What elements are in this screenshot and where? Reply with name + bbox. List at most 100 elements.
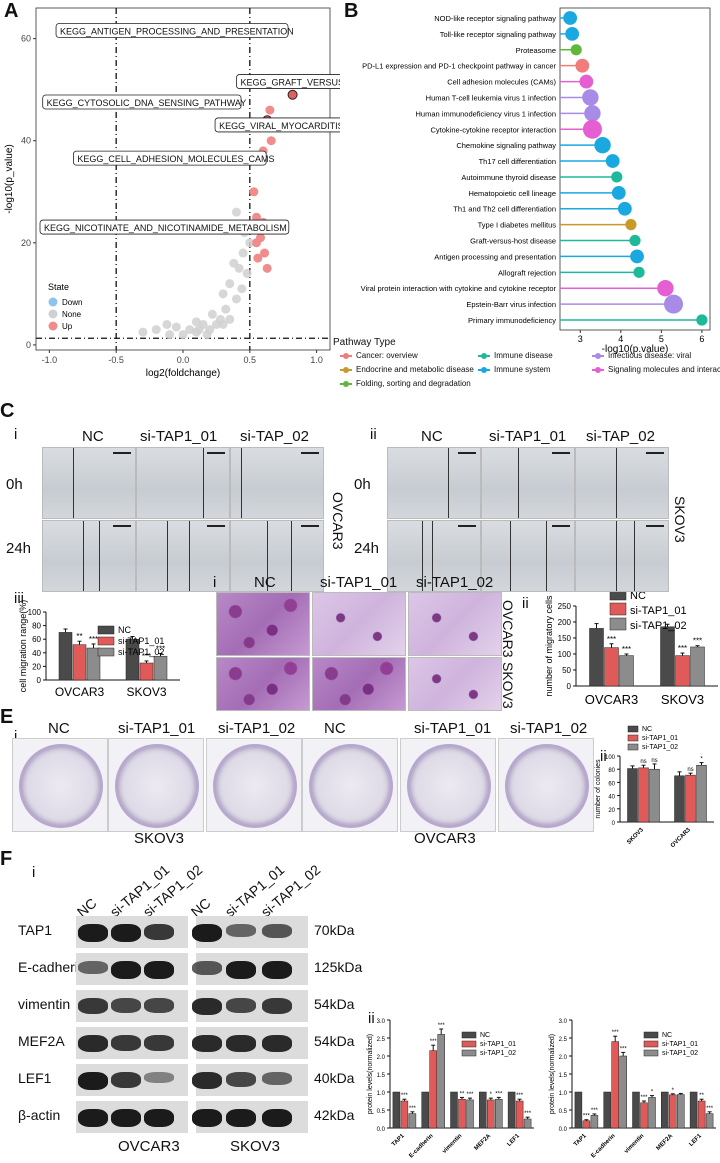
pathway-legend-item: Signaling molecules and interaction <box>592 365 720 374</box>
transwell-image-skov3-si02 <box>408 657 502 711</box>
x-tick-label: 4 <box>618 334 623 344</box>
y-tick-label: 200 <box>558 618 572 627</box>
panel-label-c: C <box>0 400 15 422</box>
bar <box>582 1120 591 1129</box>
significance-label: *** <box>612 1030 620 1036</box>
point-up <box>249 187 259 197</box>
y-axis-label: number of colonies <box>595 759 602 819</box>
blot-band <box>111 998 141 1013</box>
category-label: Human immunodeficiency virus 1 infection <box>416 109 556 118</box>
lollipop-head <box>579 74 594 89</box>
legend-label: si-TAP1_02 <box>642 744 678 751</box>
point-none <box>242 268 252 278</box>
bar <box>589 628 604 687</box>
colony-dish-skov3-si02 <box>213 744 297 828</box>
d-header-si02: si-TAP1_02 <box>416 574 494 591</box>
category-label: Human T-cell leukemia virus 1 infection <box>426 93 556 102</box>
category-label: OVCAR3 <box>55 685 105 699</box>
pathway-legend-swatch <box>478 352 490 359</box>
category-label: SKOV3 <box>661 692 704 707</box>
bar <box>690 646 705 687</box>
significance-label: ** <box>76 632 82 641</box>
y-axis-label: number of migratory cells <box>544 595 554 697</box>
c-i-header-si02: si-TAP_02 <box>240 428 309 445</box>
blot-band <box>262 961 292 979</box>
y-tick-label: 2.5 <box>559 1037 568 1043</box>
bar <box>604 647 619 687</box>
category-label: Proteasome <box>516 46 556 55</box>
c-i-row-0h: 0h <box>6 476 23 493</box>
legend-label: si-TAP1_01 <box>630 605 687 617</box>
point-none <box>194 325 204 335</box>
category-label: Epstein-Barr virus infection <box>466 300 556 309</box>
significance-label: *** <box>693 637 702 646</box>
bar <box>429 1050 437 1129</box>
category-label: Cell adhesion molecules (CAMs) <box>447 78 556 87</box>
y-tick-label: 20 <box>608 808 615 814</box>
y-tick-label: 100 <box>558 650 572 659</box>
significance-label: *** <box>620 1046 628 1052</box>
legend-label: si-TAP1_02 <box>118 647 164 657</box>
pathway-legend-label: Immune disease <box>494 351 553 360</box>
lollipop-frame <box>559 7 711 331</box>
point-none <box>162 319 172 329</box>
annotation-label: KEGG_CELL_ADHESION_MOLECULES_CAMS <box>77 154 274 164</box>
volcano-frame <box>35 7 331 351</box>
annotation-label: KEGG_ANTIGEN_PROCESSING_AND_PRESENTATION <box>60 27 294 37</box>
f-cell-ovcar3: OVCAR3 <box>118 1138 180 1155</box>
category-label: SKOV3 <box>126 685 166 699</box>
lollipop-head <box>565 26 580 41</box>
category-label: Th17 cell differentiation <box>479 157 556 166</box>
category-label: SKOV3 <box>626 827 645 846</box>
y-tick-label: 40 <box>21 136 31 146</box>
significance-label: *** <box>516 1093 524 1099</box>
e-header-4: NC <box>324 720 346 737</box>
blot-band <box>262 998 292 1014</box>
wound-image-skov3-nc-24h <box>387 520 481 592</box>
bar <box>515 1100 524 1129</box>
legend-swatch <box>643 1040 659 1048</box>
pathway-legend-swatch <box>340 352 352 359</box>
significance-label: * <box>490 1092 493 1098</box>
bar <box>661 1091 669 1129</box>
legend-swatch <box>48 297 58 307</box>
y-tick-label: 40 <box>32 649 41 658</box>
blot-band <box>78 1072 108 1090</box>
pathway-legend-item: Endocrine and metabolic disease <box>340 365 474 374</box>
x-tick-label: -1.0 <box>42 355 58 365</box>
annotation-label: KEGG_CYTOSOLIC_DNA_SENSING_PATHWAY <box>47 98 247 108</box>
wound-image-skov3-si02-0h <box>575 447 669 519</box>
blot-band <box>111 924 141 942</box>
wound-image-ovcar3-si01-24h <box>136 520 230 592</box>
blot-band <box>226 924 256 937</box>
category-label: E-cadherin <box>590 1133 616 1159</box>
panel-e-ii: ii <box>600 748 607 765</box>
blot-weight-label: 70kDa <box>314 922 355 938</box>
lollipop-head <box>617 201 632 216</box>
blot-band <box>192 1035 222 1052</box>
category-label: Toll-like receptor signaling pathway <box>440 30 557 39</box>
y-tick-label: 0.0 <box>559 1127 568 1133</box>
y-tick-label: 0.0 <box>377 1127 386 1133</box>
blot-band <box>192 1109 222 1127</box>
category-label: Th1 and Th2 cell differentiation <box>453 205 556 214</box>
bar <box>408 1113 417 1129</box>
bar <box>611 1041 619 1129</box>
lollipop-head <box>575 58 590 73</box>
pathway-legend-label: Cancer: overview <box>356 351 418 360</box>
c-ii-header-nc: NC <box>421 428 443 445</box>
blot-band <box>78 1109 108 1127</box>
legend-label: NC <box>118 625 131 635</box>
legend-swatch <box>643 1049 659 1057</box>
lollipop-head <box>657 280 674 297</box>
point-none <box>178 330 188 340</box>
lollipop-head <box>563 11 578 25</box>
blot-band <box>226 998 256 1013</box>
category-label: Graft-versus-host disease <box>470 237 556 246</box>
bar <box>632 1091 640 1129</box>
lollipop-head <box>664 294 684 314</box>
point-up <box>265 105 275 115</box>
lollipop-head <box>611 171 623 183</box>
lollipop-head <box>629 234 641 247</box>
panel-label-f: F <box>0 848 13 870</box>
